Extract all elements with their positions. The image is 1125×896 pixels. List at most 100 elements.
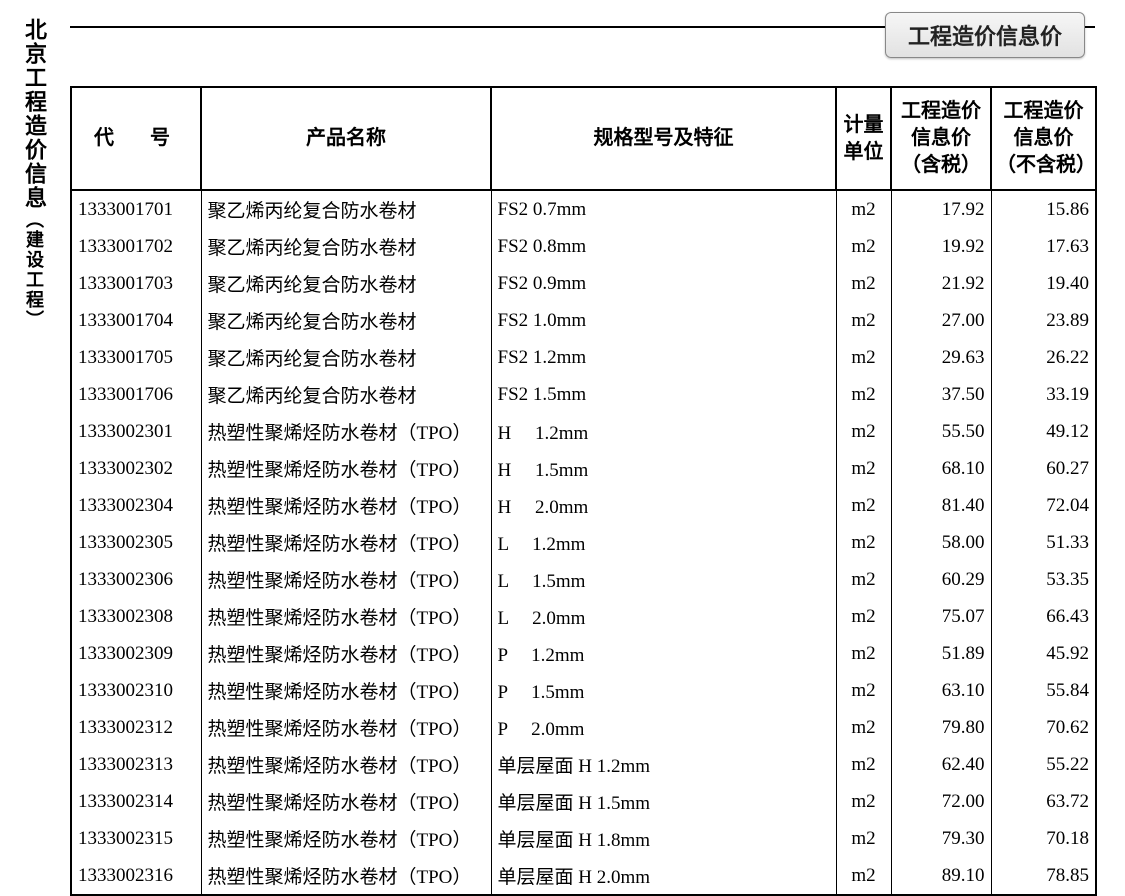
cell-spec: L 1.2mm bbox=[491, 524, 836, 561]
cell-unit: m2 bbox=[836, 598, 891, 635]
cell-price-tax: 58.00 bbox=[891, 524, 991, 561]
cell-price-notax: 70.18 bbox=[991, 820, 1096, 857]
cell-spec: FS2 0.8mm bbox=[491, 228, 836, 265]
cell-price-notax: 60.27 bbox=[991, 450, 1096, 487]
cell-name: 聚乙烯丙纶复合防水卷材 bbox=[201, 339, 491, 376]
cell-price-notax: 19.40 bbox=[991, 265, 1096, 302]
cell-code: 1333002314 bbox=[71, 783, 201, 820]
cell-price-notax: 26.22 bbox=[991, 339, 1096, 376]
cell-spec: FS2 1.5mm bbox=[491, 376, 836, 413]
table-row: 1333001701聚乙烯丙纶复合防水卷材FS2 0.7mmm217.9215.… bbox=[71, 190, 1096, 228]
price-table: 代 号 产品名称 规格型号及特征 计量单位 工程造价信息价（含税） 工程造价信息… bbox=[70, 86, 1097, 896]
cell-price-tax: 17.92 bbox=[891, 190, 991, 228]
cell-name: 聚乙烯丙纶复合防水卷材 bbox=[201, 376, 491, 413]
cell-code: 1333001702 bbox=[71, 228, 201, 265]
cell-price-notax: 51.33 bbox=[991, 524, 1096, 561]
table-row: 1333002310热塑性聚烯烃防水卷材（TPO）P 1.5mmm263.105… bbox=[71, 672, 1096, 709]
cell-spec: FS2 1.0mm bbox=[491, 302, 836, 339]
table-row: 1333002301热塑性聚烯烃防水卷材（TPO）H 1.2mmm255.504… bbox=[71, 413, 1096, 450]
cell-code: 1333001705 bbox=[71, 339, 201, 376]
table-row: 1333002306热塑性聚烯烃防水卷材（TPO）L 1.5mmm260.295… bbox=[71, 561, 1096, 598]
table-body: 1333001701聚乙烯丙纶复合防水卷材FS2 0.7mmm217.9215.… bbox=[71, 190, 1096, 895]
cell-unit: m2 bbox=[836, 228, 891, 265]
cell-name: 热塑性聚烯烃防水卷材（TPO） bbox=[201, 635, 491, 672]
cell-code: 1333002305 bbox=[71, 524, 201, 561]
cell-name: 聚乙烯丙纶复合防水卷材 bbox=[201, 228, 491, 265]
cell-price-tax: 63.10 bbox=[891, 672, 991, 709]
cell-unit: m2 bbox=[836, 524, 891, 561]
table-row: 1333001702聚乙烯丙纶复合防水卷材FS2 0.8mmm219.9217.… bbox=[71, 228, 1096, 265]
cell-code: 1333002309 bbox=[71, 635, 201, 672]
table-row: 1333002304热塑性聚烯烃防水卷材（TPO）H 2.0mmm281.407… bbox=[71, 487, 1096, 524]
cell-spec: P 1.2mm bbox=[491, 635, 836, 672]
cell-spec: 单层屋面 H 1.8mm bbox=[491, 820, 836, 857]
sidebar-title-sub: （建设工程） bbox=[24, 210, 44, 330]
cell-name: 热塑性聚烯烃防水卷材（TPO） bbox=[201, 524, 491, 561]
cell-price-notax: 17.63 bbox=[991, 228, 1096, 265]
cell-price-tax: 79.30 bbox=[891, 820, 991, 857]
cell-spec: P 2.0mm bbox=[491, 709, 836, 746]
cell-spec: H 2.0mm bbox=[491, 487, 836, 524]
col-header-price-tax: 工程造价信息价（含税） bbox=[891, 87, 991, 190]
cell-unit: m2 bbox=[836, 302, 891, 339]
cell-code: 1333002313 bbox=[71, 746, 201, 783]
cell-spec: 单层屋面 H 2.0mm bbox=[491, 857, 836, 895]
cell-price-notax: 78.85 bbox=[991, 857, 1096, 895]
cell-name: 热塑性聚烯烃防水卷材（TPO） bbox=[201, 820, 491, 857]
cell-price-tax: 29.63 bbox=[891, 339, 991, 376]
cell-code: 1333001704 bbox=[71, 302, 201, 339]
cell-price-tax: 79.80 bbox=[891, 709, 991, 746]
cell-unit: m2 bbox=[836, 561, 891, 598]
table-row: 1333001706聚乙烯丙纶复合防水卷材FS2 1.5mmm237.5033.… bbox=[71, 376, 1096, 413]
cell-unit: m2 bbox=[836, 450, 891, 487]
cell-price-tax: 27.00 bbox=[891, 302, 991, 339]
col-header-price-notax: 工程造价信息价（不含税） bbox=[991, 87, 1096, 190]
cell-price-notax: 15.86 bbox=[991, 190, 1096, 228]
table-row: 1333002309热塑性聚烯烃防水卷材（TPO）P 1.2mmm251.894… bbox=[71, 635, 1096, 672]
table-row: 1333002308热塑性聚烯烃防水卷材（TPO）L 2.0mmm275.076… bbox=[71, 598, 1096, 635]
cell-price-tax: 37.50 bbox=[891, 376, 991, 413]
cell-spec: 单层屋面 H 1.5mm bbox=[491, 783, 836, 820]
cell-price-notax: 55.84 bbox=[991, 672, 1096, 709]
cell-name: 热塑性聚烯烃防水卷材（TPO） bbox=[201, 413, 491, 450]
cell-code: 1333001701 bbox=[71, 190, 201, 228]
cell-spec: FS2 0.7mm bbox=[491, 190, 836, 228]
cell-name: 聚乙烯丙纶复合防水卷材 bbox=[201, 190, 491, 228]
cell-spec: L 1.5mm bbox=[491, 561, 836, 598]
price-table-container: 代 号 产品名称 规格型号及特征 计量单位 工程造价信息价（含税） 工程造价信息… bbox=[70, 86, 1095, 896]
cell-code: 1333002312 bbox=[71, 709, 201, 746]
cell-name: 聚乙烯丙纶复合防水卷材 bbox=[201, 302, 491, 339]
cell-spec: 单层屋面 H 1.2mm bbox=[491, 746, 836, 783]
cell-code: 1333001703 bbox=[71, 265, 201, 302]
table-row: 1333002314热塑性聚烯烃防水卷材（TPO）单层屋面 H 1.5mmm27… bbox=[71, 783, 1096, 820]
table-row: 1333002302热塑性聚烯烃防水卷材（TPO）H 1.5mmm268.106… bbox=[71, 450, 1096, 487]
cell-price-notax: 23.89 bbox=[991, 302, 1096, 339]
cell-spec: H 1.2mm bbox=[491, 413, 836, 450]
section-tab-label: 工程造价信息价 bbox=[908, 24, 1062, 49]
cell-name: 热塑性聚烯烃防水卷材（TPO） bbox=[201, 450, 491, 487]
cell-code: 1333001706 bbox=[71, 376, 201, 413]
cell-code: 1333002315 bbox=[71, 820, 201, 857]
cell-unit: m2 bbox=[836, 339, 891, 376]
cell-spec: FS2 1.2mm bbox=[491, 339, 836, 376]
cell-price-tax: 72.00 bbox=[891, 783, 991, 820]
cell-unit: m2 bbox=[836, 820, 891, 857]
table-row: 1333002315热塑性聚烯烃防水卷材（TPO）单层屋面 H 1.8mmm27… bbox=[71, 820, 1096, 857]
cell-name: 热塑性聚烯烃防水卷材（TPO） bbox=[201, 746, 491, 783]
table-row: 1333002305热塑性聚烯烃防水卷材（TPO）L 1.2mmm258.005… bbox=[71, 524, 1096, 561]
cell-name: 热塑性聚烯烃防水卷材（TPO） bbox=[201, 672, 491, 709]
col-header-code: 代 号 bbox=[71, 87, 201, 190]
cell-name: 热塑性聚烯烃防水卷材（TPO） bbox=[201, 783, 491, 820]
cell-code: 1333002306 bbox=[71, 561, 201, 598]
cell-name: 热塑性聚烯烃防水卷材（TPO） bbox=[201, 709, 491, 746]
cell-spec: FS2 0.9mm bbox=[491, 265, 836, 302]
table-header-row: 代 号 产品名称 规格型号及特征 计量单位 工程造价信息价（含税） 工程造价信息… bbox=[71, 87, 1096, 190]
cell-unit: m2 bbox=[836, 487, 891, 524]
cell-price-tax: 68.10 bbox=[891, 450, 991, 487]
cell-code: 1333002308 bbox=[71, 598, 201, 635]
cell-code: 1333002304 bbox=[71, 487, 201, 524]
cell-price-tax: 55.50 bbox=[891, 413, 991, 450]
sidebar-vertical-title: 北京工程造价信息（建设工程） bbox=[18, 18, 50, 330]
cell-price-notax: 33.19 bbox=[991, 376, 1096, 413]
cell-name: 热塑性聚烯烃防水卷材（TPO） bbox=[201, 598, 491, 635]
